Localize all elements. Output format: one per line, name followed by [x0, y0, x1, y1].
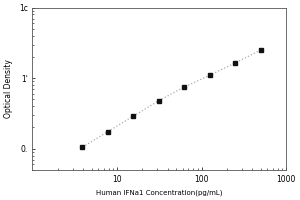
Y-axis label: Optical Density: Optical Density — [4, 59, 13, 118]
X-axis label: Human IFNa1 Concentration(pg/mL): Human IFNa1 Concentration(pg/mL) — [96, 189, 223, 196]
